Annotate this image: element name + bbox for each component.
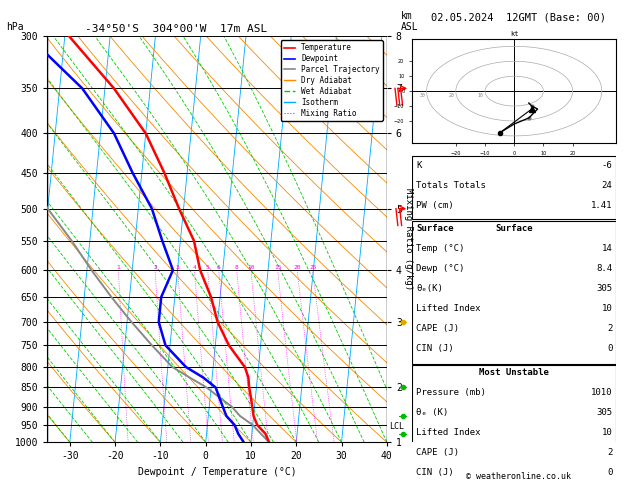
Text: © weatheronline.co.uk: © weatheronline.co.uk: [467, 472, 571, 481]
Legend: Temperature, Dewpoint, Parcel Trajectory, Dry Adiabat, Wet Adiabat, Isotherm, Mi: Temperature, Dewpoint, Parcel Trajectory…: [281, 40, 383, 121]
Text: 305: 305: [596, 408, 613, 417]
Text: Lifted Index: Lifted Index: [416, 428, 481, 437]
Text: 24: 24: [601, 181, 613, 190]
Text: 30: 30: [420, 93, 425, 98]
Text: 2: 2: [607, 324, 613, 332]
Text: hPa: hPa: [6, 22, 24, 33]
Text: kt: kt: [510, 32, 518, 37]
Text: Surface: Surface: [496, 224, 533, 233]
Text: CIN (J): CIN (J): [416, 468, 454, 477]
Text: Surface: Surface: [416, 224, 454, 233]
Text: 02.05.2024  12GMT (Base: 00): 02.05.2024 12GMT (Base: 00): [431, 12, 606, 22]
Text: CIN (J): CIN (J): [416, 344, 454, 352]
X-axis label: Dewpoint / Temperature (°C): Dewpoint / Temperature (°C): [138, 467, 296, 477]
Text: 2: 2: [607, 448, 613, 457]
Text: 2: 2: [153, 265, 157, 270]
Y-axis label: Mixing Ratio (g/kg): Mixing Ratio (g/kg): [404, 188, 413, 291]
Title: -34°50'S  304°00'W  17m ASL: -34°50'S 304°00'W 17m ASL: [85, 24, 267, 35]
Text: Lifted Index: Lifted Index: [416, 304, 481, 312]
Text: Dewp (°C): Dewp (°C): [416, 263, 464, 273]
Text: 14: 14: [601, 243, 613, 253]
Text: 5: 5: [206, 265, 209, 270]
Text: θₑ(K): θₑ(K): [416, 284, 443, 293]
Text: 4: 4: [192, 265, 196, 270]
Text: CAPE (J): CAPE (J): [416, 324, 459, 332]
Text: km
ASL: km ASL: [401, 11, 418, 33]
Text: 3: 3: [176, 265, 180, 270]
Text: 0: 0: [607, 344, 613, 352]
Text: 20: 20: [448, 93, 454, 98]
Text: 15: 15: [274, 265, 281, 270]
Text: Temp (°C): Temp (°C): [416, 243, 464, 253]
Text: Totals Totals: Totals Totals: [416, 181, 486, 190]
Text: 20: 20: [294, 265, 301, 270]
Text: 10: 10: [247, 265, 255, 270]
Text: 1: 1: [116, 265, 120, 270]
Text: 8: 8: [235, 265, 238, 270]
Text: -6: -6: [601, 161, 613, 170]
Text: 10: 10: [478, 93, 484, 98]
Text: CAPE (J): CAPE (J): [416, 448, 459, 457]
Text: Pressure (mb): Pressure (mb): [416, 388, 486, 397]
Text: Most Unstable: Most Unstable: [479, 368, 549, 377]
Text: 6: 6: [217, 265, 221, 270]
Text: PW (cm): PW (cm): [416, 201, 454, 210]
Text: 0: 0: [607, 468, 613, 477]
Text: K: K: [416, 161, 421, 170]
Text: LCL: LCL: [389, 422, 404, 431]
Text: 305: 305: [596, 284, 613, 293]
Text: 1.41: 1.41: [591, 201, 613, 210]
Text: 1010: 1010: [591, 388, 613, 397]
Text: θₑ (K): θₑ (K): [416, 408, 448, 417]
Text: 8.4: 8.4: [596, 263, 613, 273]
Text: 10: 10: [601, 304, 613, 312]
Text: 10: 10: [601, 428, 613, 437]
Text: 25: 25: [309, 265, 316, 270]
